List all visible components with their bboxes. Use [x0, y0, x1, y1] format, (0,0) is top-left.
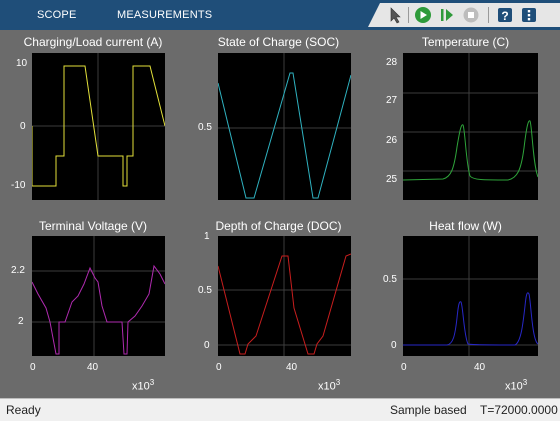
plot-area[interactable]: [217, 236, 352, 356]
plot-area[interactable]: [403, 236, 539, 356]
svg-text:?: ?: [501, 9, 508, 23]
x-tick: 0: [30, 362, 36, 373]
y-tick: 10: [16, 58, 28, 69]
y-tick: 0: [20, 121, 26, 132]
status-text: Ready: [6, 403, 41, 417]
y-tick: 28: [386, 57, 398, 68]
plot-title: Charging/Load current (A): [23, 35, 163, 49]
x-tick: 0: [216, 362, 222, 373]
tab-scope[interactable]: SCOPE: [37, 9, 77, 21]
x-tick: 40: [87, 362, 99, 373]
plot-title: State of Charge (SOC): [217, 35, 340, 49]
x-exponent: x103: [132, 378, 155, 393]
y-tick: 0: [391, 340, 397, 351]
plot-area[interactable]: [31, 236, 166, 356]
plot-panel-soc: State of Charge (SOC) 0.5: [186, 30, 371, 211]
simulation-time: T=72000.0000: [480, 403, 558, 417]
plot-panel-temperature: Temperature (C) 28 27 26 25: [371, 30, 560, 211]
plot-area[interactable]: [402, 53, 539, 200]
status-bar: Ready Sample based T=72000.0000: [0, 398, 560, 421]
plot-title: Temperature (C): [421, 35, 510, 49]
help-icon[interactable]: ?: [494, 4, 516, 26]
x-tick: 40: [474, 362, 486, 373]
plot-panel-current: Charging/Load current (A) 10 0 -10: [0, 30, 186, 211]
y-tick: -10: [11, 180, 26, 191]
toolstrip: SCOPE MEASUREMENTS ?: [0, 0, 560, 30]
plot-title: Terminal Voltage (V): [38, 219, 148, 233]
menu-icon[interactable]: [518, 4, 540, 26]
run-icon[interactable]: [412, 4, 434, 26]
plot-title: Depth of Charge (DOC): [215, 219, 342, 233]
plot-area[interactable]: [31, 53, 166, 200]
y-tick: 25: [386, 174, 398, 185]
stop-icon[interactable]: [460, 4, 482, 26]
y-tick: 1: [204, 231, 210, 242]
y-tick: 2.2: [11, 265, 25, 276]
plot-area[interactable]: [217, 53, 352, 200]
y-tick: 27: [386, 95, 398, 106]
y-tick: 2: [18, 316, 24, 327]
y-tick: 0.5: [383, 274, 397, 285]
y-tick: 0: [204, 340, 210, 351]
plot-panel-doc: Depth of Charge (DOC) 1 0.5 0 0 40 x103: [186, 211, 371, 398]
tab-measurements[interactable]: MEASUREMENTS: [117, 9, 213, 21]
x-tick: 40: [286, 362, 298, 373]
x-tick: 0: [401, 362, 407, 373]
step-forward-icon[interactable]: [436, 4, 458, 26]
x-exponent: x103: [505, 378, 528, 393]
y-tick: 26: [386, 135, 398, 146]
plot-title: Heat flow (W): [429, 219, 502, 233]
sample-mode-label: Sample based: [390, 403, 467, 417]
y-tick: 0.5: [198, 285, 212, 296]
plot-panel-heat: Heat flow (W) 0.5 0 0 40 x103: [371, 211, 560, 398]
y-tick: 0.5: [198, 122, 212, 133]
x-exponent: x103: [318, 378, 341, 393]
pointer-icon[interactable]: [384, 4, 406, 26]
plot-panel-voltage: Terminal Voltage (V) 2.2 2 0 40 x103: [0, 211, 186, 398]
